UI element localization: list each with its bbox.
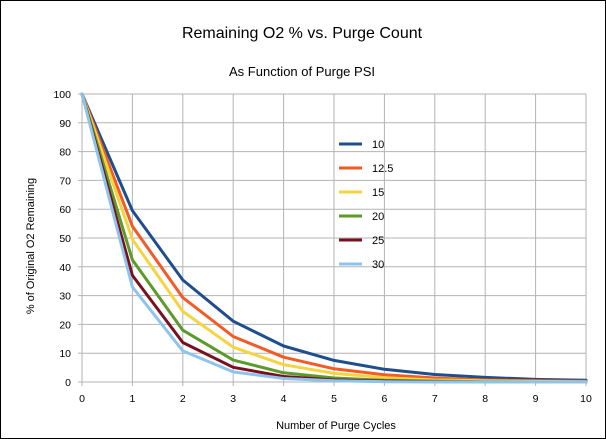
y-tick-label: 0 [65,377,71,389]
axes: 0 10 20 30 40 50 60 70 80 90 100 0 1 2 3 4 5 6 7 8 9 10 [53,89,592,405]
y-tick-label: 10 [59,348,71,360]
chart-subtitle: As Function of Purge PSI [229,64,375,79]
legend: 10 12.5 15 20 25 30 [339,139,393,271]
series-line-30 [80,92,588,384]
y-tick-label: 70 [59,175,71,187]
x-tick-label: 3 [230,393,236,405]
y-tick-label: 60 [59,204,71,216]
x-tick-label: 6 [381,393,387,405]
x-axis-label: Number of Purge Cycles [276,420,396,432]
y-tick-label: 50 [59,233,71,245]
y-tick-label: 90 [59,118,71,130]
series-line-10 [80,92,588,382]
x-tick-label: 10 [580,393,592,405]
y-axis-label: % of Original O2 Remaining [25,178,37,314]
chart-title: Remaining O2 % vs. Purge Count [182,25,423,42]
legend-label: 25 [372,235,384,247]
x-tick-label: 5 [331,393,337,405]
series-lines [80,92,588,384]
x-tick-label: 7 [432,393,438,405]
x-tick-label: 1 [129,393,135,405]
x-tick-label: 2 [180,393,186,405]
legend-label: 20 [372,211,384,223]
y-tick-label: 20 [59,319,71,331]
x-tick-label: 4 [281,393,287,405]
legend-label: 10 [372,139,384,151]
y-tick-label: 100 [53,89,71,101]
x-tick-label: 0 [79,393,85,405]
grid [81,93,587,383]
y-tick-label: 30 [59,291,71,303]
y-tick-label: 40 [59,262,71,274]
legend-label: 15 [372,187,384,199]
legend-label: 30 [372,259,384,271]
x-tick-label: 9 [533,393,539,405]
y-tick-label: 80 [59,147,71,159]
x-tick-label: 8 [482,393,488,405]
legend-label: 12.5 [372,163,393,175]
